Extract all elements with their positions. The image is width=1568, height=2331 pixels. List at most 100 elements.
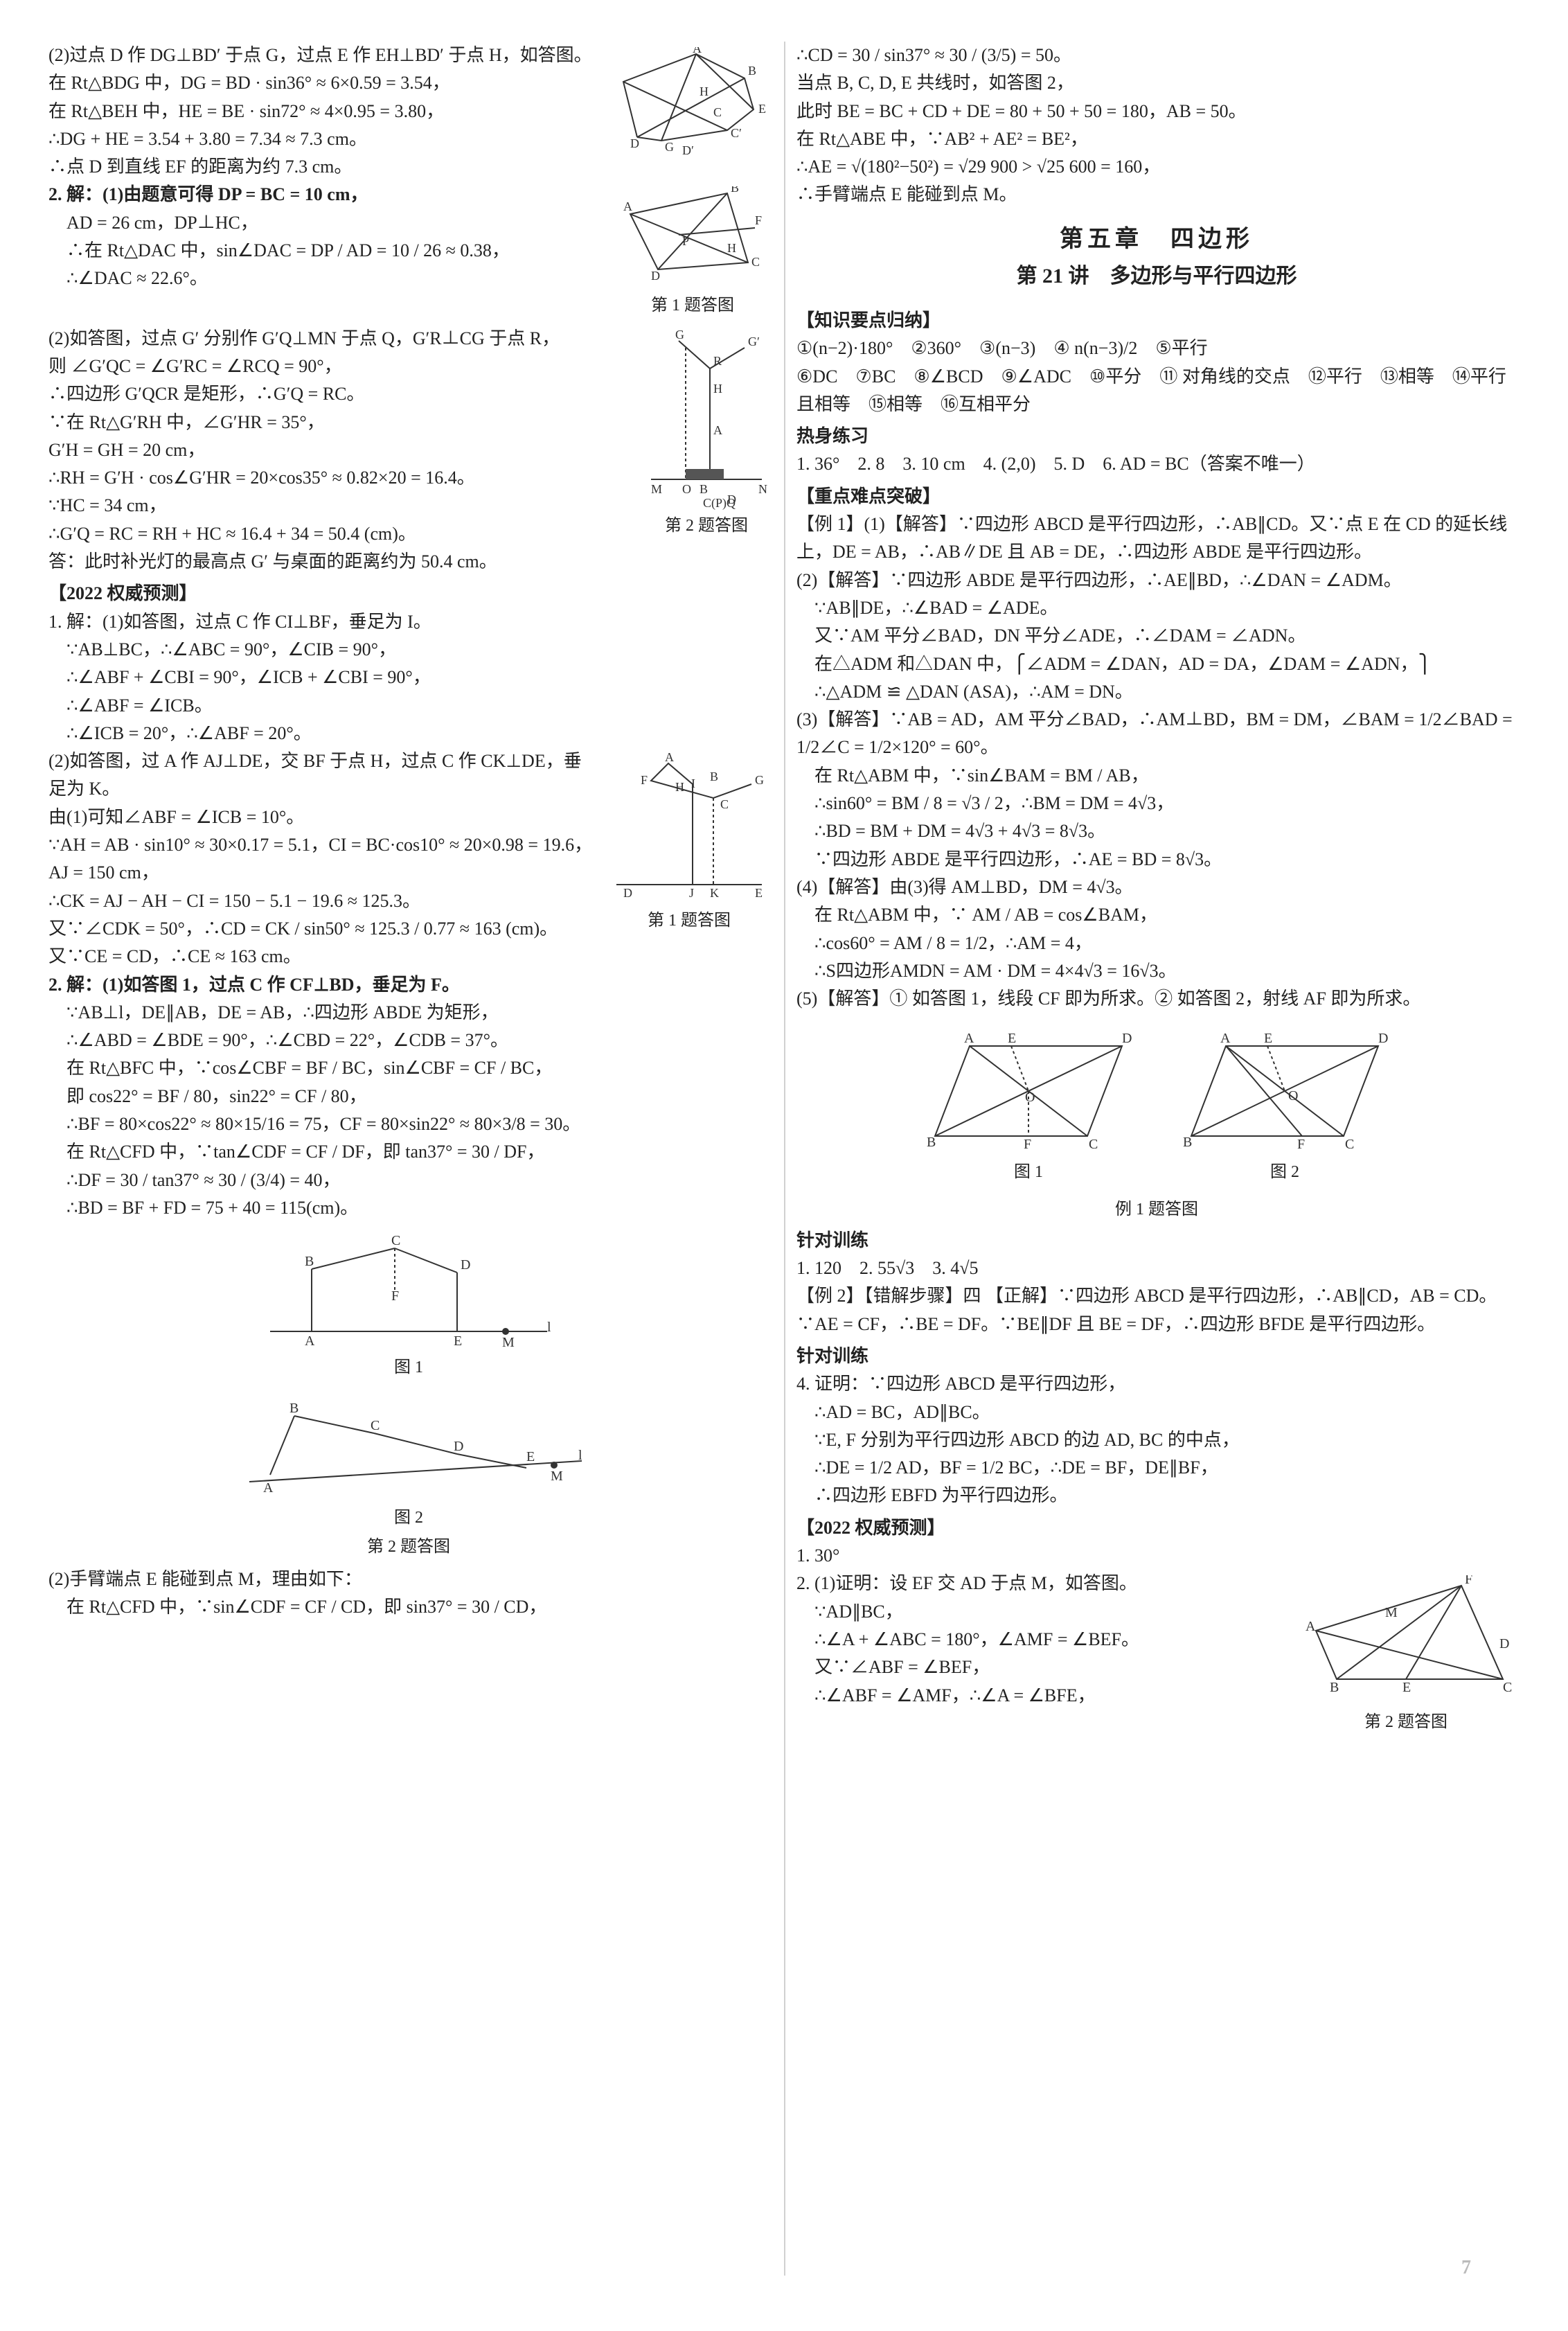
p: ∴RH = G′H · cos∠G′HR = 20×cos35° ≈ 0.82×… <box>48 464 633 492</box>
svg-text:G: G <box>675 330 684 342</box>
p: 当点 B, C, D, E 共线时，如答图 2， <box>796 69 1517 97</box>
p: (2)过点 D 作 DG⊥BD′ 于点 G，过点 E 作 EH⊥BD′ 于点 H… <box>48 42 605 69</box>
svg-text:D: D <box>461 1257 470 1273</box>
svg-text:E: E <box>755 886 763 900</box>
p: 在 Rt△ABM 中，∵ AM / AB = cos∠BAM， <box>796 901 1517 929</box>
section-title: 针对训练 <box>796 1342 1517 1370</box>
section-title: 热身练习 <box>796 423 1517 450</box>
svg-text:B: B <box>700 482 708 496</box>
svg-text:O: O <box>682 482 691 496</box>
svg-text:D: D <box>1122 1031 1132 1046</box>
svg-text:F: F <box>1297 1137 1305 1152</box>
p: ∴G′Q = RC = RH + HC ≈ 16.4 + 34 = 50.4 (… <box>48 520 633 548</box>
p: 则 ∠G′QC = ∠G′RC = ∠RCQ = 90°， <box>48 353 633 380</box>
left-row-2: 2. 解：(1)由题意可得 DP = BC = 10 cm， AD = 26 c… <box>48 181 769 324</box>
svg-text:A: A <box>263 1480 274 1496</box>
figure-pair-1: BC DF AE Ml 图 1 <box>48 1227 769 1381</box>
svg-text:E: E <box>1402 1680 1411 1695</box>
svg-text:H: H <box>727 241 736 255</box>
p: ∵E, F 分别为平行四边形 ABCD 的边 AD, BC 的中点， <box>796 1426 1517 1454</box>
p: ①(n−2)·180° ②360° ③(n−3) ④ n(n−3)/2 ⑤平行 <box>796 335 1517 362</box>
parallelogram-icon: AE DO BF C <box>914 1025 1143 1157</box>
p: ∴CK = AJ − AH − CI = 150 − 5.1 − 19.6 ≈ … <box>48 887 598 915</box>
svg-text:A: A <box>623 200 632 213</box>
svg-text:G′: G′ <box>748 335 760 348</box>
p: 在 Rt△ABE 中，∵AB² + AE² = BE²， <box>796 125 1517 153</box>
p: ∴点 D 到直线 EF 的距离为约 7.3 cm。 <box>48 153 605 181</box>
p: 在 Rt△BFC 中，∵cos∠CBF = BF / BC，sin∠CBF = … <box>48 1054 769 1082</box>
svg-text:K: K <box>710 886 719 900</box>
svg-text:O: O <box>1025 1090 1035 1105</box>
p: 在 Rt△BEH 中，HE = BE · sin72° ≈ 4×0.95 = 3… <box>48 98 605 125</box>
svg-text:C: C <box>1503 1680 1512 1695</box>
svg-text:A: A <box>305 1333 315 1349</box>
parallelogram-figure-1: AE DO BF C 图 1 <box>914 1025 1143 1185</box>
geometry-diagram-icon: A B E C′ C D G D′ H <box>616 47 769 165</box>
page: (2)过点 D 作 DG⊥BD′ 于点 G，过点 E 作 EH⊥BD′ 于点 H… <box>0 0 1568 2331</box>
section-title: 【2022 权威预测】 <box>48 580 769 608</box>
svg-text:A: A <box>1220 1031 1231 1046</box>
left-text-block: (2)如答图，过 A 作 AJ⊥DE，交 BF 于点 H，过点 C 作 CK⊥D… <box>48 747 598 943</box>
svg-text:P: P <box>682 234 689 248</box>
p: 在 Rt△ABM 中，∵sin∠BAM = BM / AB， <box>796 762 1517 790</box>
example1-figures: AE DO BF C 图 1 <box>796 1020 1517 1191</box>
figure-caption: 第 2 题答图 <box>665 513 748 539</box>
left-column: (2)过点 D 作 DG⊥BD′ 于点 G，过点 E 作 EH⊥BD′ 于点 H… <box>48 42 769 2276</box>
p: ∴BF = 80×cos22° ≈ 80×15/16 = 75，CF = 80×… <box>48 1110 769 1138</box>
svg-text:A: A <box>1306 1619 1316 1634</box>
svg-text:M: M <box>1385 1605 1398 1620</box>
svg-text:B: B <box>710 770 718 783</box>
svg-text:A: A <box>713 423 722 437</box>
p: ∵四边形 ABDE 是平行四边形，∴AE = BD = 8√3。 <box>796 846 1517 874</box>
p: AD = 26 cm，DP⊥HC， <box>48 209 605 237</box>
svg-text:B: B <box>927 1135 936 1150</box>
answer-figure-1c: AB FH IG C DJ KE 第 1 题答图 <box>609 753 769 934</box>
p: ∴CD = 30 / sin37° ≈ 30 / (3/5) = 50。 <box>796 42 1517 69</box>
p: ∵AD∥BC， <box>796 1598 1284 1626</box>
answer-figure-1a: A B E C′ C D G D′ H <box>616 47 769 165</box>
p: 【例 1】(1)【解答】∵四边形 ABCD 是平行四边形，∴AB∥CD。又∵点 … <box>796 511 1517 567</box>
p: ∴DG + HE = 3.54 + 3.80 = 7.34 ≈ 7.3 cm。 <box>48 125 605 153</box>
p: (4)【解答】由(3)得 AM⊥BD，DM = 4√3。 <box>796 874 1517 901</box>
svg-text:G: G <box>665 140 674 154</box>
p: 又∵CE = CD，∴CE ≈ 163 cm。 <box>48 943 769 970</box>
p: ∴∠ABF = ∠ICB。 <box>48 692 769 720</box>
svg-text:A: A <box>964 1031 974 1046</box>
svg-text:F: F <box>755 213 762 227</box>
svg-text:D: D <box>651 269 660 283</box>
figure-caption: 第 1 题答图 <box>651 293 734 319</box>
p: 在 Rt△CFD 中，∵tan∠CDF = CF / DF，即 tan37° =… <box>48 1138 769 1166</box>
p: 1. 30° <box>796 1542 1517 1570</box>
svg-text:B: B <box>731 186 739 195</box>
svg-text:F: F <box>1024 1137 1031 1152</box>
p: 又∵∠ABF = ∠BEF， <box>796 1654 1284 1681</box>
svg-text:B: B <box>305 1254 314 1269</box>
left-text-block: (2)过点 D 作 DG⊥BD′ 于点 G，过点 E 作 EH⊥BD′ 于点 H… <box>48 42 605 181</box>
right-text-block: 2. (1)证明：设 EF 交 AD 于点 M，如答图。 ∵AD∥BC， ∴∠A… <box>796 1570 1284 1709</box>
svg-text:H: H <box>700 85 709 98</box>
p: 1. 36° 2. 8 3. 10 cm 4. (2,0) 5. D 6. AD… <box>796 450 1517 478</box>
svg-text:N: N <box>758 482 767 496</box>
left-top-row: (2)过点 D 作 DG⊥BD′ 于点 G，过点 E 作 EH⊥BD′ 于点 H… <box>48 42 769 181</box>
arm-diagram-icon: BC DF AE Ml <box>249 1227 568 1352</box>
p: 在 Rt△CFD 中，∵sin∠CDF = CF / CD，即 sin37° =… <box>48 1593 769 1621</box>
svg-text:C: C <box>391 1233 400 1248</box>
figure-caption: 图 2 <box>394 1505 423 1531</box>
column-divider <box>784 42 785 2276</box>
p: ∴∠ABD = ∠BDE = 90°，∴∠CBD = 22°，∠CDB = 37… <box>48 1027 769 1054</box>
figure-caption: 第 2 题答图 <box>1364 1710 1447 1735</box>
svg-text:D: D <box>1499 1636 1509 1651</box>
p: ⑥DC ⑦BC ⑧∠BCD ⑨∠ADC ⑩平分 ⑪ 对角线的交点 ⑫平行 ⑬相等… <box>796 363 1517 419</box>
svg-text:M: M <box>651 482 662 496</box>
geometry-diagram-icon: AB CD PF H <box>616 186 769 290</box>
svg-text:l: l <box>578 1448 582 1463</box>
p: 2. 解：(1)由题意可得 DP = BC = 10 cm， <box>48 181 605 209</box>
arm-diagram-icon: BC DE AM l <box>229 1392 589 1503</box>
svg-text:C: C <box>1089 1137 1098 1152</box>
parallelogram-icon: AE DO BF C <box>1170 1025 1399 1157</box>
section-title: 【重点难点突破】 <box>796 483 1517 511</box>
svg-text:J: J <box>689 886 694 900</box>
p: ∴AE = √(180²−50²) = √29 900 > √25 600 = … <box>796 153 1517 181</box>
svg-text:R: R <box>713 354 722 368</box>
section-title: 【2022 权威预测】 <box>796 1514 1517 1542</box>
